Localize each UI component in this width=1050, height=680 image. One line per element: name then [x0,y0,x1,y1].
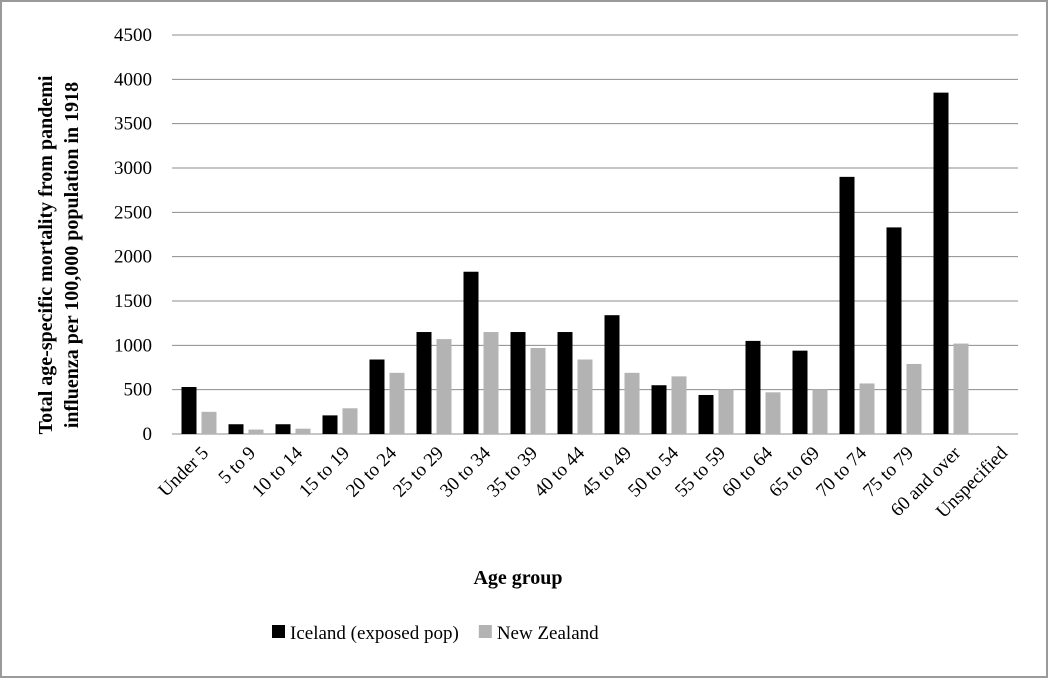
bar [953,343,969,434]
bar [651,385,667,434]
y-tick-label: 3000 [114,158,152,179]
bar [510,332,526,434]
bar [604,315,620,434]
legend-swatch [272,625,285,638]
bar [322,415,338,434]
bar [812,389,828,434]
bar [483,332,499,434]
y-tick-label: 500 [124,380,153,401]
bar [248,429,264,434]
legend-swatch [478,625,492,638]
legend-label: Iceland (exposed pop) [290,623,459,644]
bar [792,350,808,434]
bar [389,372,405,434]
bar [745,340,761,434]
bar [275,424,291,434]
bar [671,376,687,434]
bar [839,176,855,434]
bar [416,332,432,434]
bar [228,424,244,434]
bar [342,408,358,434]
y-axis-title-line: influenza per 100,000 population in 1918 [61,82,83,428]
x-axis-title: Age group [473,567,562,589]
bar [201,411,217,434]
bar [369,359,385,434]
bar [698,394,714,434]
y-tick-label: 4500 [114,25,152,46]
y-axis-title: Total age-specific mortality from pandem… [35,75,83,434]
legend-label: New Zealand [497,623,599,644]
y-tick-label: 4000 [114,69,152,90]
bar [765,392,781,434]
bar [906,363,922,434]
bar [624,372,640,434]
y-tick-label: 3500 [114,114,152,135]
y-tick-label: 1000 [114,335,152,356]
y-tick-label: 2500 [114,202,152,223]
y-tick-label: 1500 [114,291,152,312]
bar [181,387,197,434]
bar [933,92,949,434]
bar [295,428,311,434]
bar [436,339,452,434]
bar [859,383,875,434]
bar [886,227,902,434]
y-axis-title-line: Total age-specific mortality from pandem… [35,75,57,434]
bar [530,347,546,434]
bar [718,389,734,434]
y-tick-label: 2000 [114,247,152,268]
bar [463,271,479,434]
y-tick-label: 0 [143,424,153,445]
bar [577,359,593,434]
bar [557,332,573,434]
